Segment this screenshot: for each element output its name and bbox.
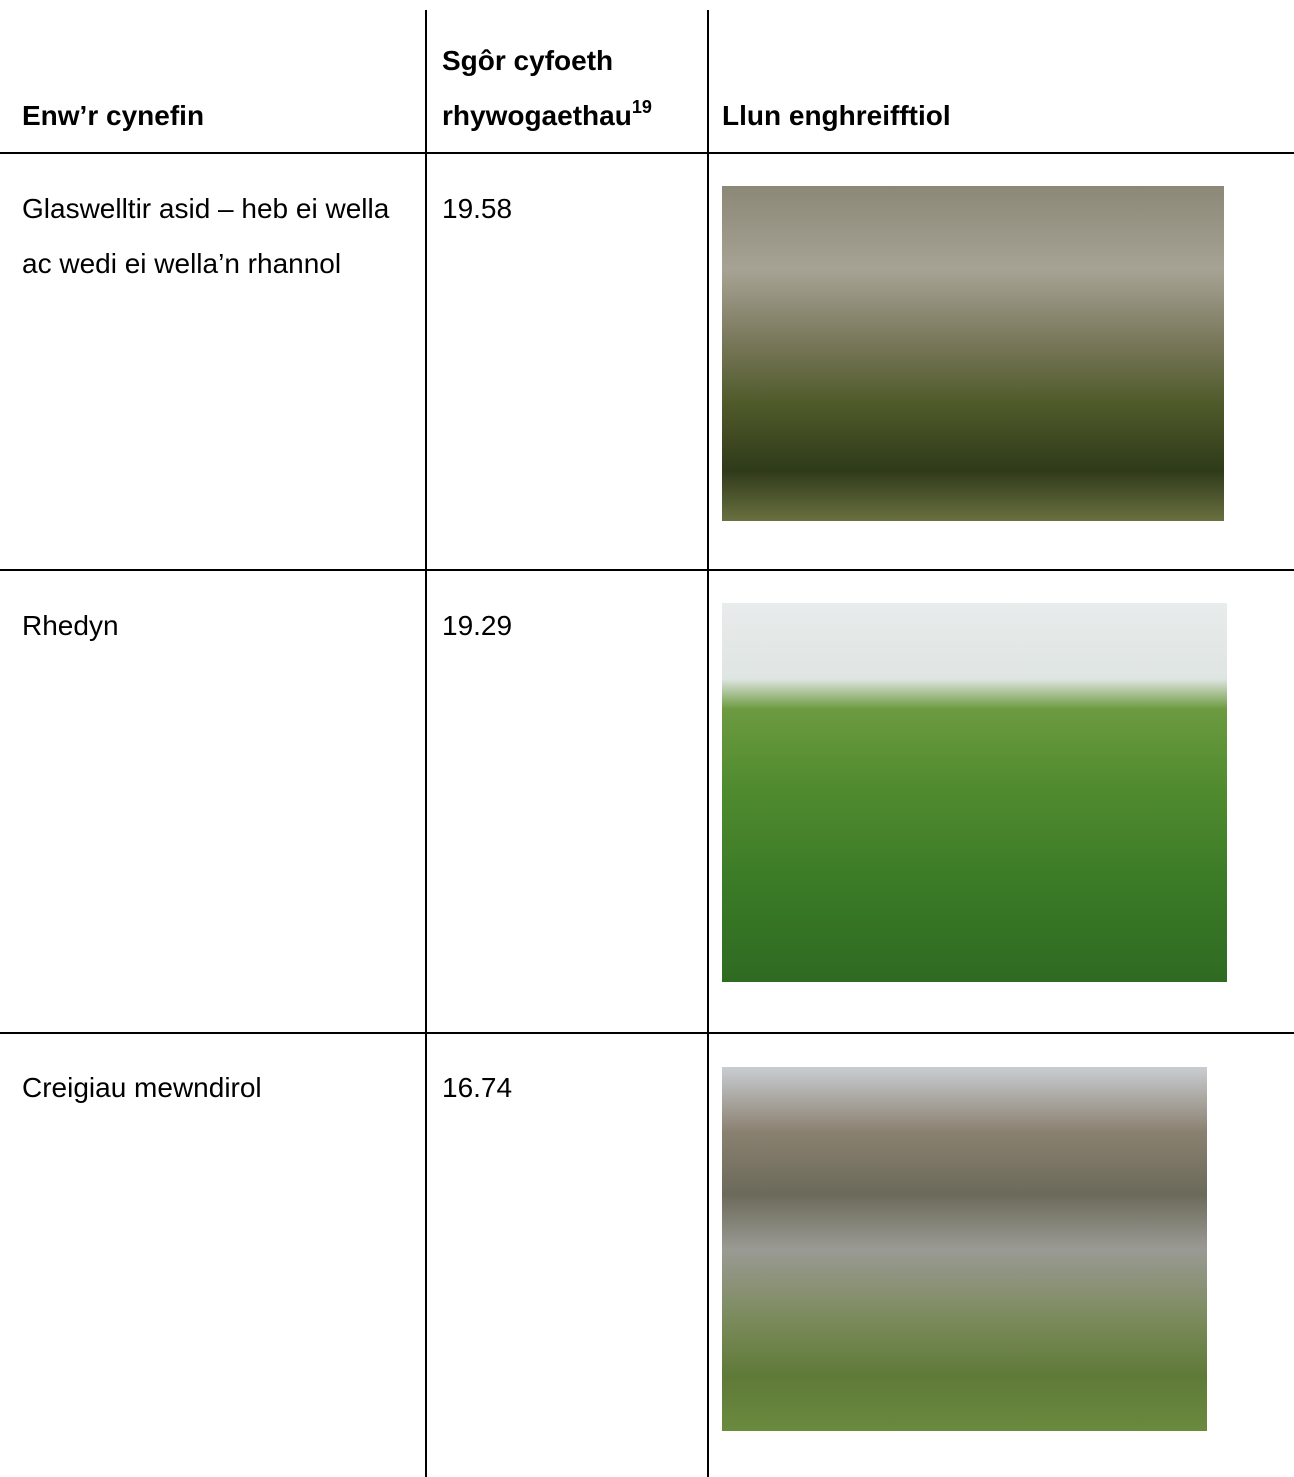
habitat-name: Rhedyn — [22, 610, 119, 641]
photo — [722, 186, 1224, 521]
score: 19.29 — [442, 610, 513, 641]
photo — [722, 1067, 1207, 1431]
score: 16.74 — [442, 1072, 513, 1103]
photo — [722, 603, 1227, 982]
column-divider — [707, 10, 709, 1477]
header-cell: Llun enghreifftiol — [722, 100, 951, 131]
score: 19.58 — [442, 193, 513, 224]
habitat-name: Creigiau mewndirol — [22, 1072, 262, 1103]
row-divider — [0, 569, 1294, 571]
habitat-name: Glaswelltir asid – heb ei wella ac wedi … — [22, 193, 390, 279]
footnote-ref: 19 — [631, 96, 652, 117]
column-divider — [425, 10, 427, 1477]
row-divider — [0, 1032, 1294, 1034]
header-cell: Enw’r cynefin — [22, 100, 205, 131]
header-text: Sgôr cyfoeth rhywogaethau — [442, 45, 632, 131]
header-cell: Sgôr cyfoeth rhywogaethau19 — [442, 33, 692, 143]
row-divider — [0, 152, 1294, 154]
